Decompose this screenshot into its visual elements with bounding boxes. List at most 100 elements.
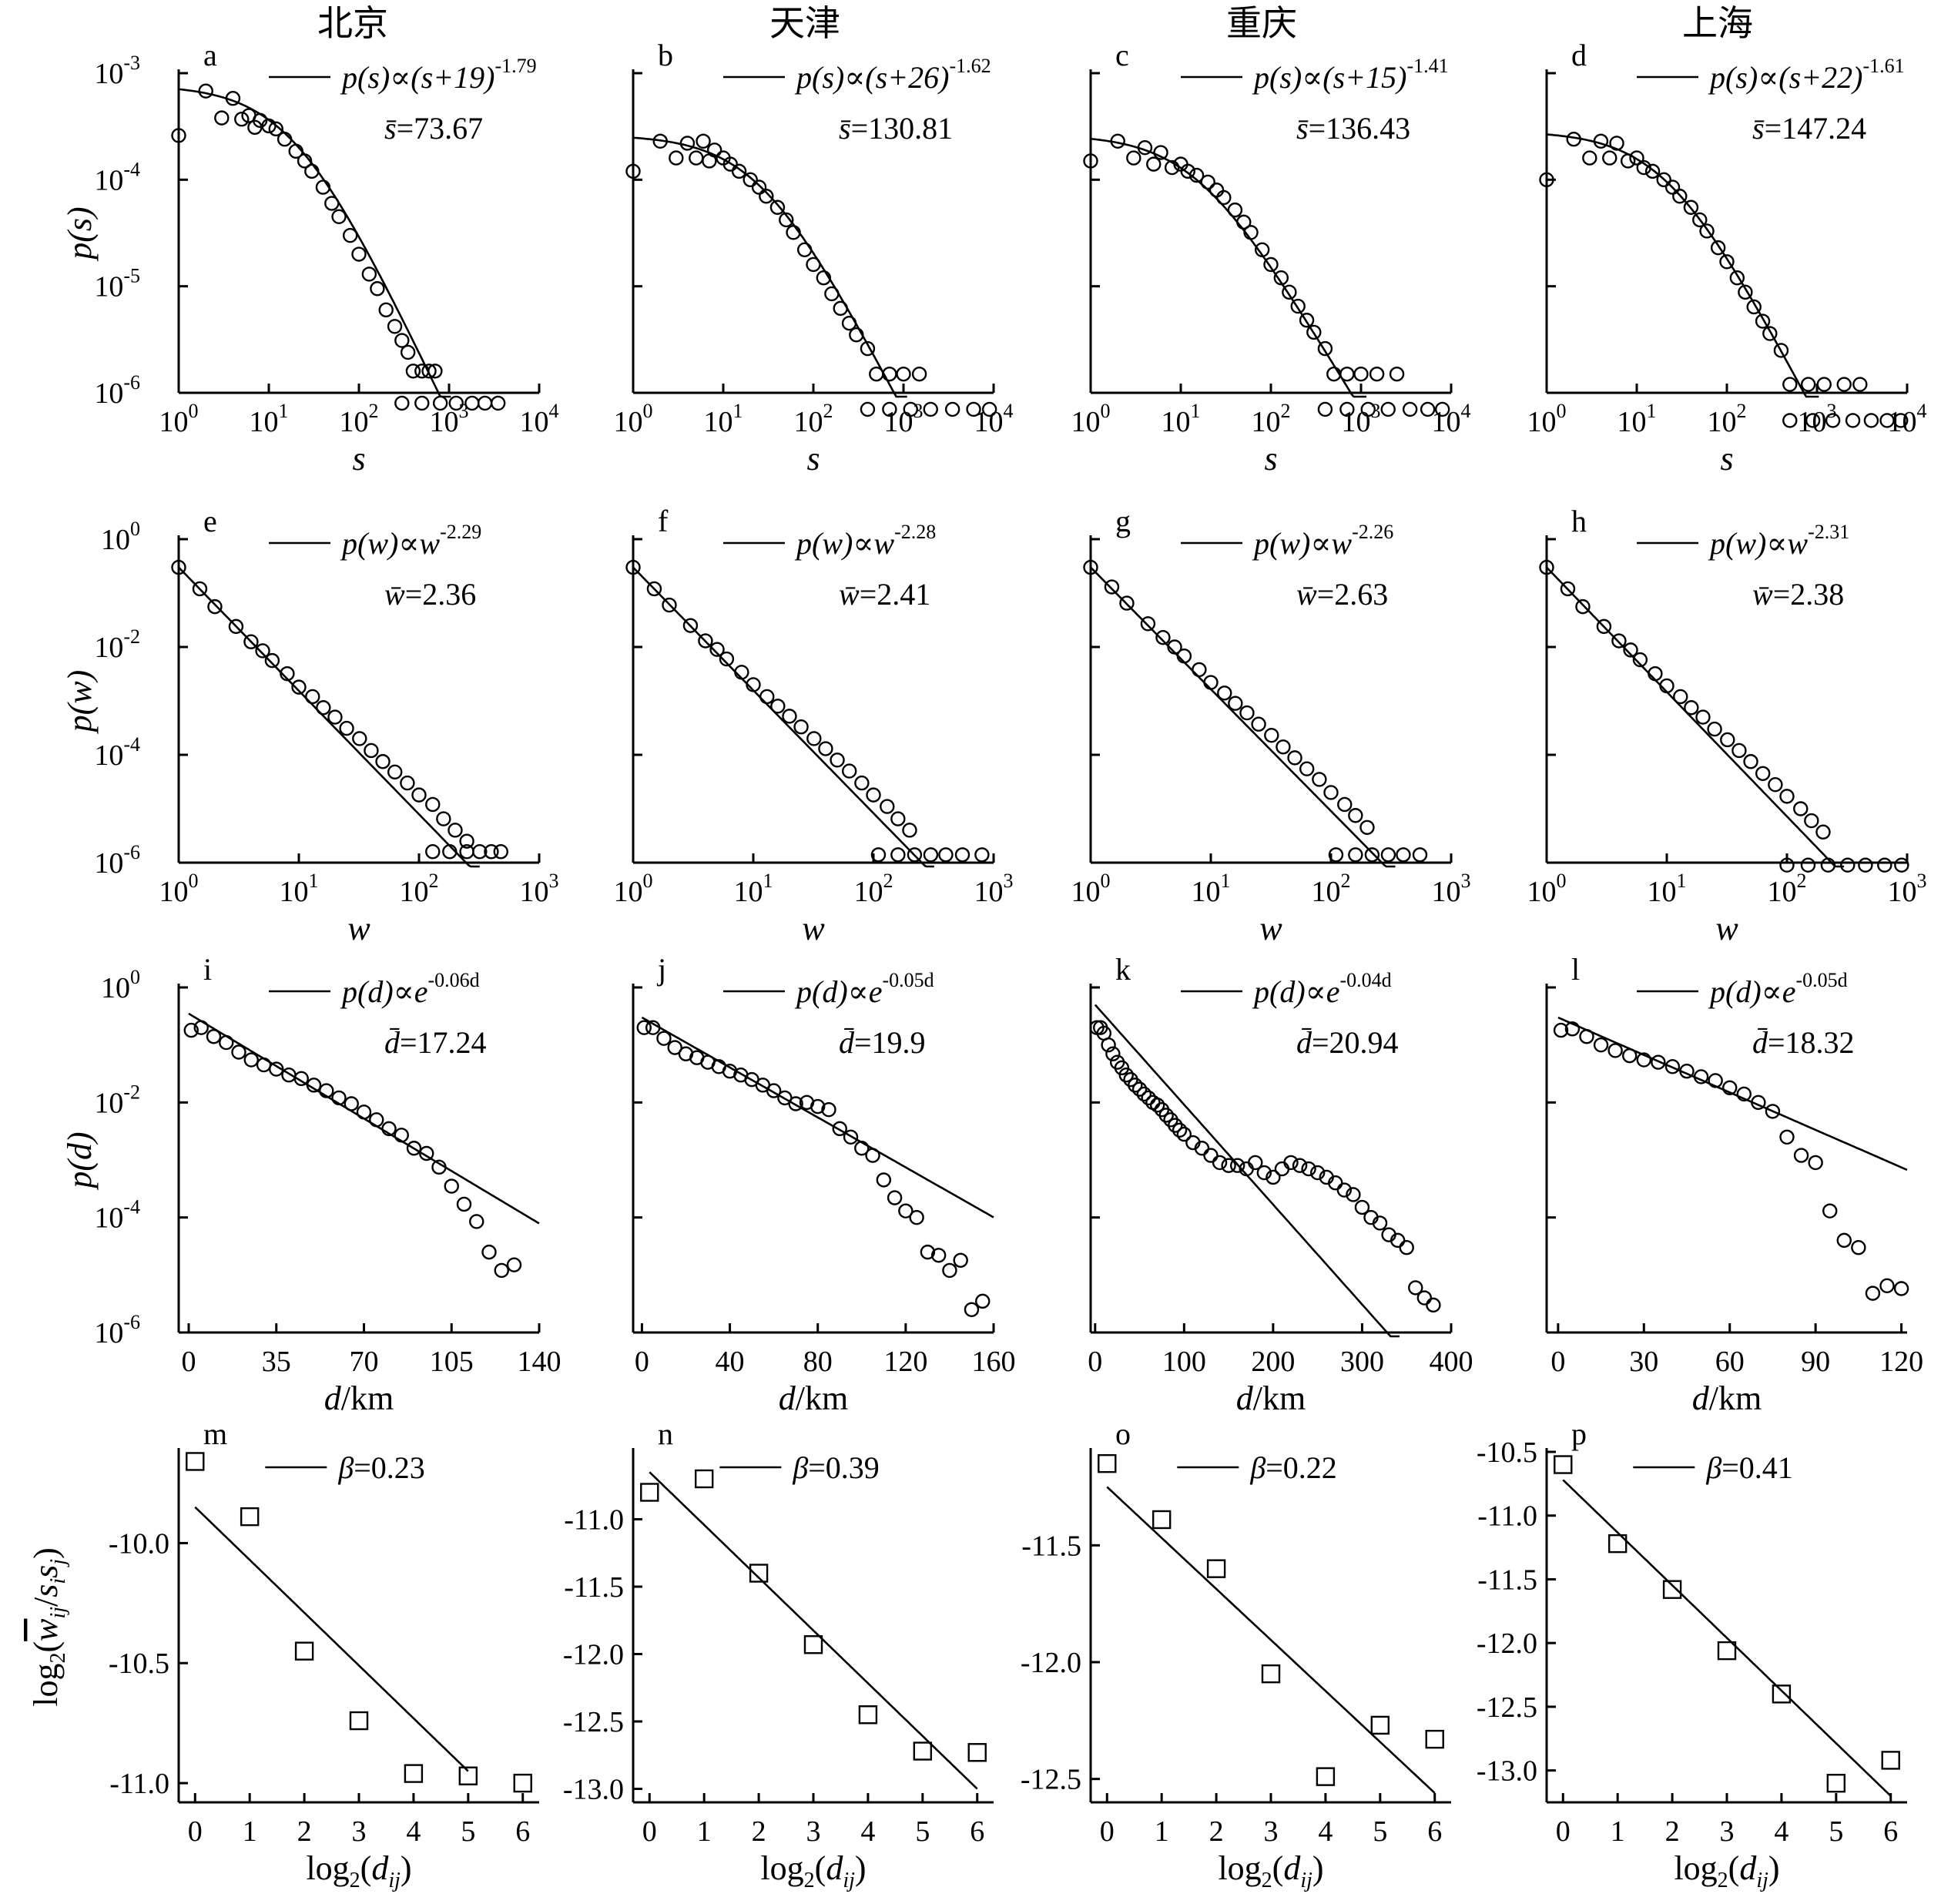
data-marker: [854, 1141, 870, 1156]
data-marker: [1553, 1022, 1569, 1038]
y-tick-label: 10-4: [94, 733, 140, 772]
data-marker: [656, 1031, 672, 1046]
data-marker: [306, 1078, 322, 1093]
y-tick-label: 10-2: [94, 625, 140, 664]
data-marker: [1083, 559, 1098, 575]
data-marker: [1110, 133, 1125, 149]
x-tick-label: 103: [1342, 400, 1381, 438]
data-marker: [183, 1022, 199, 1038]
data-marker: [1209, 183, 1225, 198]
data-marker: [645, 1020, 661, 1035]
mean-label: s̄=136.43: [1296, 111, 1410, 146]
fit-line: [632, 566, 934, 868]
data-marker: [911, 366, 927, 382]
data-marker: [866, 787, 881, 803]
data-marker: [1426, 1297, 1441, 1313]
data-marker: [796, 242, 813, 257]
data-marker: [849, 327, 864, 343]
data-marker: [1800, 377, 1816, 392]
data-marker: [387, 764, 403, 780]
data-marker: [1648, 665, 1663, 682]
data-marker: [1851, 1240, 1866, 1255]
data-marker: [291, 679, 307, 695]
data-marker: [1664, 1059, 1681, 1074]
data-marker: [1893, 1281, 1909, 1296]
y-tick-label: 10-6: [94, 1311, 140, 1349]
data-marker: [694, 1469, 714, 1489]
data-marker: [954, 847, 970, 863]
data-marker: [1172, 1122, 1188, 1138]
data-marker: [477, 395, 493, 411]
x-axis-label: w: [1715, 910, 1738, 947]
data-marker: [1192, 662, 1207, 678]
x-tick-label: 102: [854, 870, 893, 908]
panel-i: 0 35 70 105 140 100 10-2 10-4 10-6 d/km p(d) i p(d)∝…: [61, 952, 562, 1417]
panel-letter: e: [203, 504, 217, 538]
data-marker: [759, 189, 774, 204]
data-marker: [375, 754, 391, 769]
data-marker: [1539, 172, 1554, 188]
data-marker: [331, 209, 347, 225]
data-marker: [1684, 700, 1699, 716]
data-marker: [198, 83, 213, 99]
data-marker: [1731, 742, 1747, 759]
panel-letter: h: [1571, 504, 1587, 538]
data-marker: [1126, 150, 1141, 166]
data-marker: [696, 133, 711, 149]
data-marker: [1772, 1684, 1792, 1704]
x-tick-label: 105: [430, 1346, 474, 1378]
data-marker: [1309, 1165, 1326, 1181]
data-marker: [719, 651, 735, 667]
fit-line: [194, 1506, 469, 1772]
x-tick-label: 100: [159, 870, 199, 908]
data-marker: [1194, 1141, 1210, 1156]
data-marker: [816, 270, 832, 286]
x-tick-label: 6: [1883, 1815, 1898, 1848]
data-marker: [1316, 1767, 1336, 1786]
data-marker: [821, 1101, 836, 1118]
panel-letter: d: [1571, 38, 1587, 72]
data-marker: [1312, 772, 1327, 787]
data-marker: [219, 1034, 234, 1051]
data-marker: [841, 763, 857, 779]
data-marker: [1579, 1029, 1594, 1044]
data-marker: [1816, 377, 1832, 392]
data-marker: [1879, 1278, 1895, 1294]
data-marker: [1141, 1090, 1156, 1106]
data-marker: [1287, 750, 1302, 766]
data-marker: [869, 366, 884, 382]
panel-c: 100 101 102 103 104 s c p(s)∝(s+15)-1.41 s̄=136.…: [1071, 38, 1471, 478]
data-marker: [689, 150, 704, 166]
data-marker: [1636, 159, 1651, 176]
panel-a: 100 101 102 103 10410-310-410-510-6sp(s)ap(s…: [61, 38, 559, 478]
data-marker: [682, 618, 699, 633]
data-marker: [1425, 1729, 1444, 1749]
data-marker: [324, 196, 340, 211]
y-tick-label: -13.0: [563, 1774, 624, 1806]
data-marker: [1336, 1182, 1353, 1198]
x-tick-label: 200: [1251, 1346, 1295, 1378]
fit-label: p(s)∝(s+15)-1.41: [1252, 55, 1449, 95]
data-marker: [1765, 1104, 1781, 1119]
x-tick-label: 100: [1527, 870, 1567, 908]
data-marker: [281, 1068, 297, 1083]
y-tick-label: -12.5: [1021, 1764, 1081, 1796]
data-marker: [743, 172, 758, 188]
data-marker: [494, 1262, 509, 1279]
data-marker: [1560, 581, 1576, 597]
y-tick-label: -10.0: [109, 1527, 169, 1560]
data-marker: [1301, 1161, 1316, 1177]
data-marker: [1408, 1280, 1423, 1296]
data-marker: [1693, 1069, 1709, 1084]
data-marker: [806, 731, 822, 746]
x-axis-label: w: [802, 910, 825, 947]
data-marker: [171, 559, 186, 575]
x-axis-label: log2(dij): [306, 1849, 411, 1892]
fit-line: [1562, 1479, 1892, 1797]
data-marker: [920, 1244, 936, 1260]
data-marker: [1743, 754, 1758, 769]
data-marker: [231, 1044, 246, 1060]
mean-label: d̄=18.32: [1752, 1025, 1855, 1060]
chart-panels: 100 101 102 103 10410-310-410-510-6sp(s)ap(s…: [27, 38, 1927, 1892]
data-marker: [636, 1020, 652, 1035]
